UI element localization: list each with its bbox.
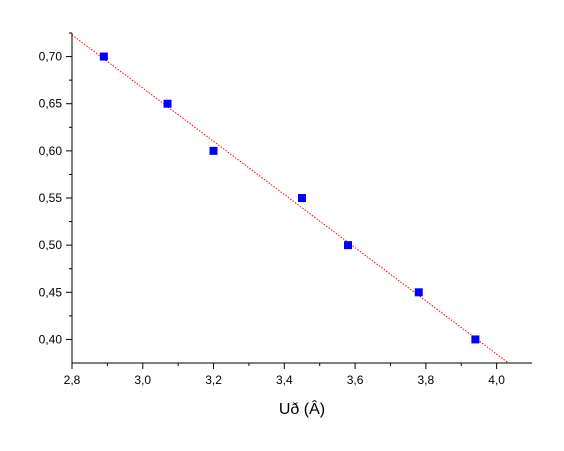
y-tick-label: 0,45 (39, 285, 63, 299)
fit-line-layer (71, 34, 508, 363)
x-tick-label: 3,8 (418, 373, 435, 387)
x-tick-label: 2,8 (64, 373, 81, 387)
data-point (471, 335, 480, 344)
data-point (163, 99, 172, 108)
data-point (414, 288, 423, 297)
y-tick-label: 0,65 (39, 97, 63, 111)
y-tick-label: 0,60 (39, 144, 63, 158)
data-point (209, 146, 218, 155)
data-point (344, 241, 352, 250)
data-points (99, 52, 480, 344)
y-tick-label: 0,40 (39, 332, 63, 346)
x-tick-label: 3,2 (205, 373, 222, 387)
axes: 2,8 3,0 3,2 3,4 3,6 3,8 4,0 0,40 0,45 0,50 0,55 0,6… (39, 32, 532, 387)
fit-line (71, 34, 508, 363)
x-tick-label: 3,6 (347, 373, 364, 387)
y-tick-label: 0,70 (39, 50, 63, 64)
x-tick-label: 4,0 (488, 373, 505, 387)
data-point (298, 194, 306, 202)
x-tick-label: 3,4 (276, 373, 293, 387)
data-point (99, 52, 108, 61)
y-tick-label: 0,55 (39, 191, 63, 205)
x-axis-title: Uð (Â) (279, 399, 325, 418)
x-tick-label: 3,0 (134, 373, 151, 387)
y-tick-label: 0,50 (39, 238, 63, 252)
